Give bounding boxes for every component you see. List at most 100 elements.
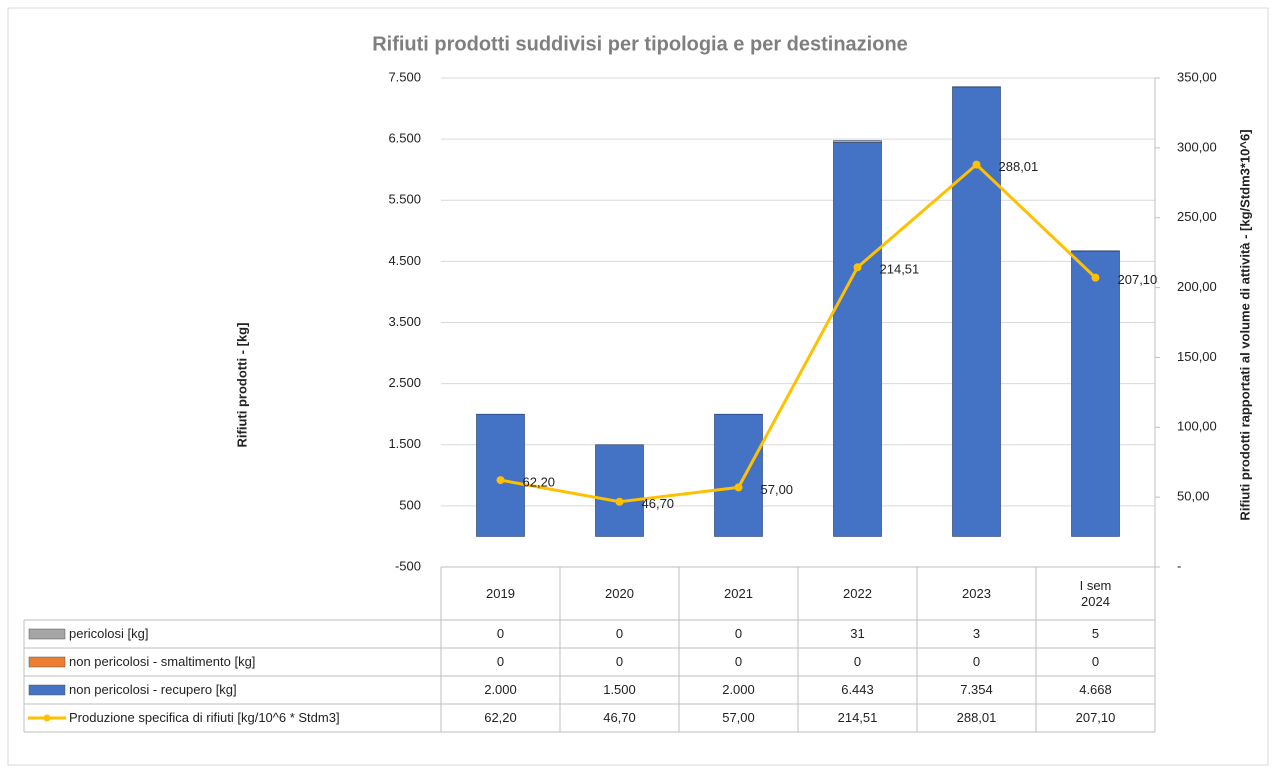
legend-key <box>28 628 66 640</box>
table-value: 0 <box>441 620 560 648</box>
chart-title: Rifiuti prodotti suddivisi per tipologia… <box>372 33 908 55</box>
table-value: 0 <box>917 648 1036 676</box>
table-value-text: 0 <box>496 626 505 641</box>
x-tick-label-text: 2020 <box>605 585 634 601</box>
legend-label-text: non pericolosi - recupero [kg] <box>69 682 237 697</box>
table-value-text: 6.443 <box>841 682 874 697</box>
y-tick-label: 1.500 <box>388 436 421 451</box>
legend-label: pericolosi [kg] <box>69 620 438 648</box>
table-value-text: 31 <box>850 626 865 641</box>
table-value-text: 57,00 <box>722 710 755 725</box>
x-tick-label: 2019 <box>441 567 560 620</box>
table-value: 2.000 <box>441 676 560 704</box>
table-value: 1.500 <box>560 676 679 704</box>
table-value-text: 4.668 <box>1079 682 1112 697</box>
table-value-text: 0 <box>1091 654 1100 669</box>
y-axis-title: Rifiuti prodotti - [kg] <box>234 323 249 448</box>
x-tick-label: I sem 2024 <box>1036 567 1155 620</box>
x-tick-label-text: 2023 <box>962 585 991 601</box>
data-label: 46,70 <box>642 496 675 511</box>
table-value-text: 0 <box>615 654 624 669</box>
data-label: 207,10 <box>1118 272 1158 287</box>
chart-border <box>7 7 1269 766</box>
y-tick-label: 2.500 <box>388 375 421 390</box>
table-value: 5 <box>1036 620 1155 648</box>
table-value-text: 3 <box>972 626 981 641</box>
data-label: 62,20 <box>523 475 556 490</box>
y-tick-label: 4.500 <box>388 253 421 268</box>
x-tick-label-text: I sem 2024 <box>1079 577 1112 609</box>
table-value: 214,51 <box>798 704 917 732</box>
table-value: 2.000 <box>679 676 798 704</box>
line-marker <box>615 497 624 506</box>
line-marker <box>853 263 862 272</box>
y-tick-label: 7.500 <box>388 69 421 84</box>
table-value-text: 2.000 <box>722 682 755 697</box>
legend-label: non pericolosi - recupero [kg] <box>69 676 438 704</box>
table-value-text: 207,10 <box>1075 710 1116 725</box>
x-tick-label-text: 2021 <box>724 585 753 601</box>
y2-tick-label: 350,00 <box>1177 69 1217 84</box>
x-tick-label-text: 2022 <box>843 585 872 601</box>
table-value: 0 <box>679 648 798 676</box>
y-tick-label: 5.500 <box>388 192 421 207</box>
x-tick-label: 2023 <box>917 567 1036 620</box>
bar <box>595 444 644 537</box>
table-value: 4.668 <box>1036 676 1155 704</box>
legend-label-text: Produzione specifica di rifiuti [kg/10^6… <box>69 710 340 725</box>
table-value: 0 <box>1036 648 1155 676</box>
data-label: 57,00 <box>761 482 794 497</box>
legend-label: Produzione specifica di rifiuti [kg/10^6… <box>69 704 438 732</box>
table-value: 0 <box>679 620 798 648</box>
table-value: 46,70 <box>560 704 679 732</box>
line-marker <box>972 160 981 169</box>
line-marker <box>496 476 505 485</box>
y2-tick-label: 300,00 <box>1177 139 1217 154</box>
legend-key <box>28 684 66 696</box>
y2-tick-label: 150,00 <box>1177 349 1217 364</box>
table-value-text: 0 <box>734 654 743 669</box>
line-marker <box>1091 273 1100 282</box>
table-value-text: 2.000 <box>484 682 517 697</box>
table-value: 0 <box>798 648 917 676</box>
line <box>500 162 1097 504</box>
table-value: 288,01 <box>917 704 1036 732</box>
y2-tick-label: 200,00 <box>1177 279 1217 294</box>
legend-label: non pericolosi - smaltimento [kg] <box>69 648 438 676</box>
bar <box>1071 250 1120 537</box>
x-tick-label-text: 2019 <box>486 585 515 601</box>
data-label: 288,01 <box>999 159 1039 174</box>
table-value-text: 0 <box>734 626 743 641</box>
y-tick-label: -500 <box>395 558 421 573</box>
y2-tick-label: 100,00 <box>1177 419 1217 434</box>
table-value-text: 0 <box>496 654 505 669</box>
table-value-text: 5 <box>1091 626 1100 641</box>
table-value-text: 288,01 <box>956 710 997 725</box>
legend-key <box>28 656 66 668</box>
legend-key-marker <box>43 714 51 722</box>
table-value: 6.443 <box>798 676 917 704</box>
legend-label-text: non pericolosi - smaltimento [kg] <box>69 654 256 669</box>
bar <box>714 413 763 537</box>
table-value: 62,20 <box>441 704 560 732</box>
y2-tick-label: 50,00 <box>1177 489 1210 504</box>
bar <box>952 86 1001 537</box>
table-value: 207,10 <box>1036 704 1155 732</box>
table-value: 0 <box>441 648 560 676</box>
y2-axis-title: Rifiuti prodotti rapportati al volume di… <box>1237 129 1252 520</box>
table-value-text: 62,20 <box>484 710 517 725</box>
bar <box>833 140 882 143</box>
y2-tick-label: 250,00 <box>1177 209 1217 224</box>
table-value-text: 0 <box>853 654 862 669</box>
table-value: 7.354 <box>917 676 1036 704</box>
legend-label-text: pericolosi [kg] <box>69 626 149 641</box>
table-value-text: 1.500 <box>603 682 636 697</box>
y-tick-label: 6.500 <box>388 131 421 146</box>
table-value: 0 <box>560 620 679 648</box>
y-tick-label: 3.500 <box>388 314 421 329</box>
bar <box>833 142 882 537</box>
bar <box>476 413 525 537</box>
table-value-text: 0 <box>972 654 981 669</box>
